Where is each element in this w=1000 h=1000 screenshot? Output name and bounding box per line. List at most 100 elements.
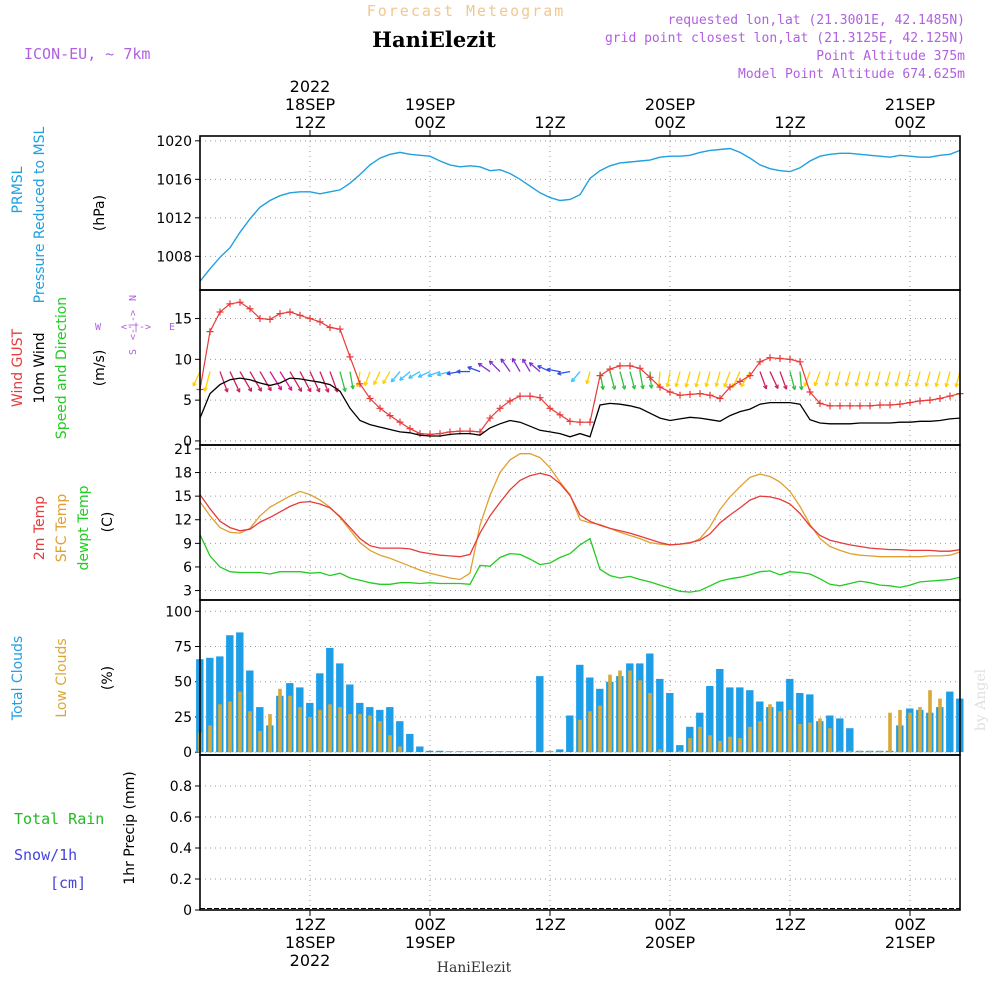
wind-arrowhead [791,385,797,391]
footer-location: HaniElezit [437,960,512,976]
low-cloud-bar [608,674,612,753]
wind-unit: (m/s) [92,350,108,387]
y-tick-label: 5 [183,393,192,409]
y-tick-label: 0.2 [170,872,192,888]
low-cloud-bar [348,714,352,753]
wind-panel: 0 5 10 15 Wind GUST 10m Wind Speed and Directi… [10,290,964,450]
wind-arrow [723,371,731,388]
temp-frame [199,444,961,601]
y-tick-label: 1016 [156,172,192,188]
y-tick-label: 9 [183,536,192,552]
wind-arrowhead [417,373,423,378]
total-cloud-bar [556,749,564,753]
gust-marker [556,411,564,419]
wind-arrow [570,371,581,383]
gust-marker [376,404,384,412]
compass-rose: N <-|-> S W <-|-> E [95,295,175,355]
gust-marker [236,298,244,306]
wind-arrow [373,371,381,385]
total-cloud-bar [736,687,744,753]
wind-arrow [865,371,871,387]
low-cloud-bar [908,712,912,753]
pressure-line [199,147,961,282]
y-tick-label: 1012 [156,211,192,227]
gust-marker [676,391,684,399]
wind-arrow [364,371,371,386]
wind-arrowhead [467,366,472,371]
wind-arrow [349,371,354,390]
total-cloud-bar [706,686,714,753]
y-tick-label: 0.6 [170,810,192,826]
low-cloud-bar [678,750,682,753]
wind-arrow [192,371,201,387]
gust-marker [626,362,634,370]
low-cloud-bar [748,726,752,753]
wind-arrowhead [277,385,283,391]
wind-arrow [269,371,283,391]
wind-arrowhead [236,388,241,393]
wind-arrowhead [307,387,312,393]
gust-marker [766,354,774,362]
wind-arrowhead [546,367,551,373]
low-cloud-bar [358,714,362,753]
gust-marker [576,418,584,426]
wind-arrow [609,371,616,390]
wind-arrowhead [373,380,378,386]
low-cloud-bar [618,670,622,753]
low-cloud-bar [598,705,602,753]
bottom-time-label: 12Z [534,915,565,934]
gust-marker [326,324,334,332]
wind-arrow [399,371,411,381]
wind-arrow [675,371,681,388]
gust-marker [526,392,534,400]
gust-marker [936,395,944,402]
total-cloud-bar [326,647,334,753]
wind-arrowhead [600,385,605,390]
wind-arrow [259,371,272,392]
temp2m-label: 2m Temp [32,496,48,560]
wind-arrowhead [914,382,920,387]
wind-arrowhead [585,379,590,385]
gust-marker [606,365,614,373]
top-time-label: 12Z [294,113,325,132]
wind-arrowhead [203,387,208,392]
low-cloud-bar [388,735,392,753]
wind-arrow [279,371,293,391]
low-cloud-bar [308,717,312,753]
low-cloud-bar [578,719,582,753]
low-cloud-bar [858,750,862,753]
wind10m-line [199,377,961,438]
gust-marker [796,358,804,366]
wind-arrow [915,371,921,387]
gust-marker [276,310,284,318]
bottom-time-label: 12Z [774,915,805,934]
top-time-label: 2022 [290,77,331,96]
total-cloud-bar [516,751,524,753]
bottom-time-label: 12Z [294,915,325,934]
wind-arrowhead [904,382,910,387]
wind-arrow [705,371,711,387]
wind-arrowhead [522,358,527,364]
wind-arrowhead [834,382,840,387]
pressure-unit: (hPa) [92,195,108,231]
wind-arrowhead [350,385,355,390]
low-cloud-bar [918,707,922,753]
gust-marker [746,372,754,380]
wind-arrowhead [844,382,850,387]
point-altitude: Point Altitude 375m [816,49,965,64]
gust-label: Wind GUST [10,328,26,407]
top-time-label: 19SEP [405,95,456,114]
wind-arrowhead [287,386,293,391]
gust-marker [536,394,544,402]
watermark: by Angel [973,668,989,731]
low-cloud-bar [848,750,852,753]
wind-arrow [418,370,431,378]
wind-arrowhead [723,383,728,388]
precip-unit: 1hr Precip (mm) [122,771,138,884]
low-clouds-label: Low Clouds [54,638,70,717]
wind-arrow [639,371,644,390]
wind-arrow [825,371,831,387]
low-cloud-bar [268,714,272,753]
